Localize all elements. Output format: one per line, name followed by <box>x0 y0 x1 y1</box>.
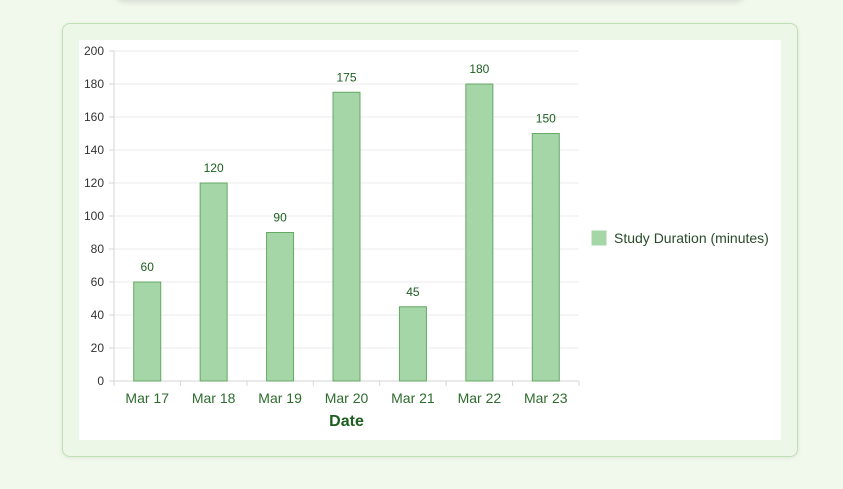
bar <box>332 91 361 382</box>
data-label: 120 <box>204 161 224 175</box>
data-label: 175 <box>336 70 356 84</box>
x-tick-label: Mar 17 <box>125 390 169 406</box>
x-axis-title: Date <box>329 413 364 430</box>
y-tick-label: 100 <box>84 209 104 223</box>
bar <box>133 281 162 382</box>
y-tick-label: 200 <box>84 44 104 58</box>
y-tick-label: 0 <box>97 374 104 388</box>
chart-card: 0 20 40 60 80 100 120 140 160 180 200 60 Mar 17 120 Ma… <box>62 23 798 457</box>
data-label: 45 <box>406 285 420 299</box>
data-label: 90 <box>273 211 287 225</box>
bar <box>266 232 295 382</box>
bar-chart: 0 20 40 60 80 100 120 140 160 180 200 60 Mar 17 120 Ma… <box>84 44 769 430</box>
y-tick-label: 180 <box>84 77 104 91</box>
bar <box>465 83 494 382</box>
x-tick-label: Mar 20 <box>325 390 369 406</box>
legend-swatch <box>591 230 607 246</box>
y-tick-label: 140 <box>84 143 104 157</box>
y-tick-label: 160 <box>84 110 104 124</box>
y-tick-label: 80 <box>91 242 105 256</box>
y-tick-label: 20 <box>91 341 105 355</box>
x-tick-label: Mar 23 <box>524 390 568 406</box>
bar <box>199 182 228 382</box>
y-tick-label: 60 <box>91 275 105 289</box>
legend-label: Study Duration (minutes) <box>614 230 769 246</box>
data-label: 150 <box>536 112 556 126</box>
data-label: 60 <box>141 260 155 274</box>
bar <box>531 133 560 382</box>
y-tick-label: 120 <box>84 176 104 190</box>
chart-panel: 0 20 40 60 80 100 120 140 160 180 200 60 Mar 17 120 Ma… <box>79 40 781 440</box>
x-tick-label: Mar 18 <box>192 390 236 406</box>
bar <box>398 306 427 382</box>
x-tick-label: Mar 22 <box>458 390 502 406</box>
x-tick-label: Mar 19 <box>258 390 302 406</box>
y-tick-label: 40 <box>91 308 105 322</box>
x-tick-label: Mar 21 <box>391 390 435 406</box>
data-label: 180 <box>469 62 489 76</box>
